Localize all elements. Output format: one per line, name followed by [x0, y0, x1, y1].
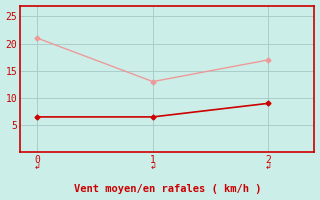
X-axis label: Vent moyen/en rafales ( km/h ): Vent moyen/en rafales ( km/h ) [74, 184, 261, 194]
Text: ↲: ↲ [34, 163, 41, 172]
Text: ↲: ↲ [265, 163, 272, 172]
Text: ↲: ↲ [149, 163, 156, 172]
